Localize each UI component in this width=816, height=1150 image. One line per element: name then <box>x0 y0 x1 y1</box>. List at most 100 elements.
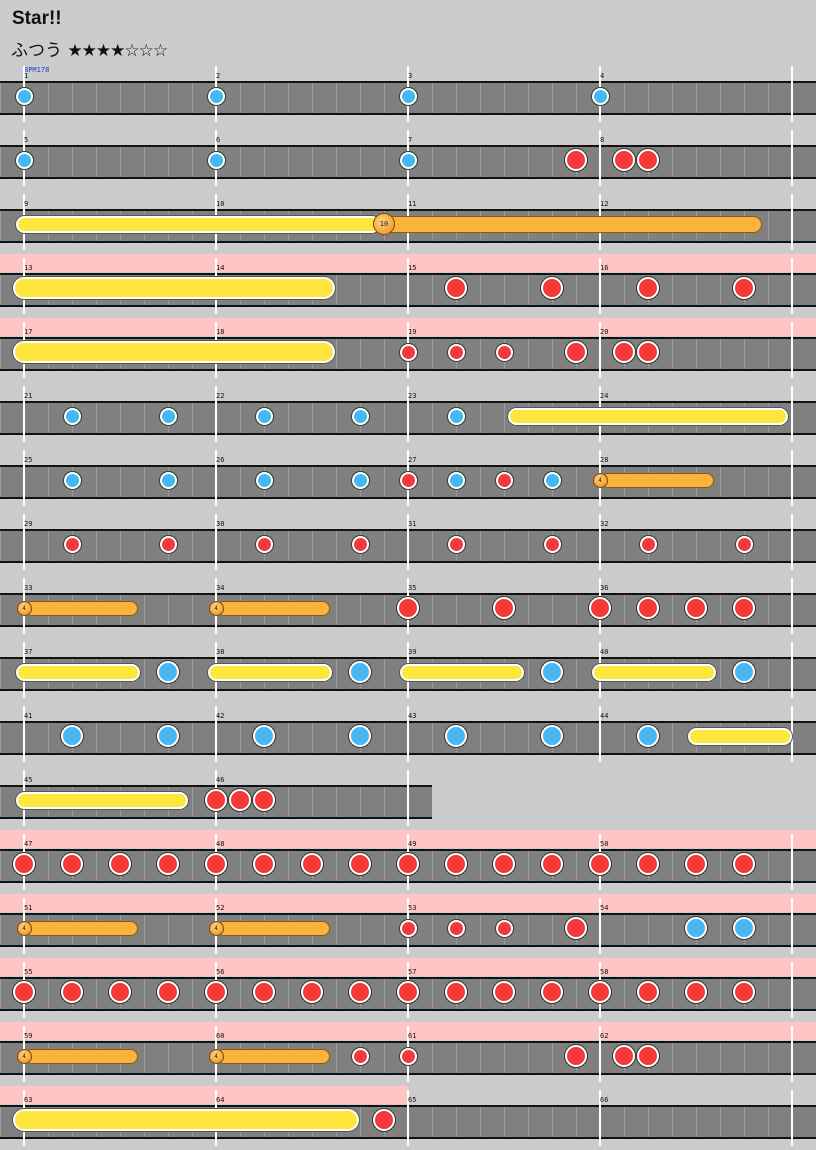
don-note <box>493 853 515 875</box>
ka-note <box>63 471 81 489</box>
drumroll-bar <box>400 663 524 681</box>
ka-note <box>543 471 561 489</box>
chart-row: 25 26 27 28 4 <box>0 446 816 510</box>
balloon-tail <box>216 920 330 936</box>
don-note <box>733 597 755 619</box>
beat-line <box>480 339 481 369</box>
beat-line <box>768 147 769 177</box>
bar-line <box>599 1026 601 1082</box>
beat-line <box>696 1107 697 1137</box>
drumroll-bar <box>688 727 792 745</box>
beat-line <box>192 915 193 945</box>
beat-line <box>336 467 337 497</box>
beat-line <box>744 467 745 497</box>
measure-number: 40 <box>600 648 609 656</box>
beat-line <box>720 595 721 625</box>
beat-line <box>432 275 433 305</box>
measure-number: 27 <box>408 456 417 464</box>
beat-line <box>528 851 529 881</box>
beat-line <box>336 83 337 113</box>
don-note <box>445 981 467 1003</box>
beat-line <box>720 851 721 881</box>
ka-note <box>399 151 417 169</box>
bar-line <box>215 706 217 762</box>
beat-line <box>384 467 385 497</box>
balloon-note: 4 <box>16 920 32 936</box>
beat-line <box>480 403 481 433</box>
measure-number: 32 <box>600 520 609 528</box>
beat-line <box>192 851 193 881</box>
drumroll-bar <box>13 277 335 299</box>
measure-number: 51 <box>24 904 33 912</box>
bar-line <box>407 514 409 570</box>
measure-number: 62 <box>600 1032 609 1040</box>
don-note <box>397 597 419 619</box>
don-note <box>399 471 417 489</box>
beat-line <box>336 403 337 433</box>
bar-line <box>599 898 601 954</box>
beat-line <box>552 595 553 625</box>
beat-line <box>480 723 481 753</box>
bar-line <box>791 66 793 122</box>
don-note <box>637 981 659 1003</box>
chart-row: 45 46 <box>0 766 816 830</box>
bar-line <box>407 706 409 762</box>
beat-line <box>576 83 577 113</box>
beat-line <box>552 1107 553 1137</box>
beat-line <box>144 979 145 1009</box>
beat-line <box>384 531 385 561</box>
measure-number: 39 <box>408 648 417 656</box>
drumroll-bar <box>16 791 188 809</box>
beat-line <box>768 659 769 689</box>
beat-line <box>96 851 97 881</box>
measure-number: 8 <box>600 136 605 144</box>
beat-line <box>432 83 433 113</box>
beat-line <box>720 275 721 305</box>
don-note <box>495 343 513 361</box>
don-note <box>637 277 659 299</box>
beat-line <box>48 83 49 113</box>
beat-line <box>240 147 241 177</box>
beat-line <box>360 1107 361 1137</box>
beat-line <box>624 531 625 561</box>
measure-number: 45 <box>24 776 33 784</box>
beat-line <box>480 467 481 497</box>
beat-line <box>144 659 145 689</box>
beat-line <box>360 147 361 177</box>
ka-note <box>541 725 563 747</box>
chart-row: 5 6 7 8 <box>0 126 816 190</box>
beat-line <box>360 787 361 817</box>
beat-line <box>384 787 385 817</box>
beat-line <box>312 403 313 433</box>
beat-line <box>288 851 289 881</box>
bar-line <box>407 1090 409 1146</box>
don-note <box>541 981 563 1003</box>
beat-line <box>0 531 1 561</box>
ka-note <box>207 151 225 169</box>
beat-line <box>672 275 673 305</box>
beat-line <box>504 1043 505 1073</box>
beat-line <box>432 339 433 369</box>
don-note <box>639 535 657 553</box>
beat-line <box>240 851 241 881</box>
beat-line <box>240 83 241 113</box>
chart-row: 1 2 3 4 <box>0 62 816 126</box>
beat-line <box>360 83 361 113</box>
measure-number: 29 <box>24 520 33 528</box>
bar-line <box>599 130 601 186</box>
beat-line <box>576 979 577 1009</box>
balloon-tail <box>24 920 138 936</box>
don-note <box>565 341 587 363</box>
bar-line <box>791 578 793 634</box>
balloon-tail <box>24 1048 138 1064</box>
measure-number: 36 <box>600 584 609 592</box>
beat-line <box>720 1107 721 1137</box>
beat-line <box>696 147 697 177</box>
beat-line <box>144 851 145 881</box>
measure-number: 22 <box>216 392 225 400</box>
don-note <box>733 981 755 1003</box>
measure-number: 25 <box>24 456 33 464</box>
don-note <box>13 981 35 1003</box>
beat-line <box>0 723 1 753</box>
beat-line <box>48 147 49 177</box>
